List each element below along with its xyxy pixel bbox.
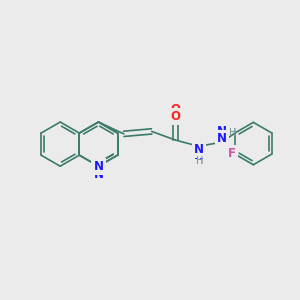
Text: H: H (196, 156, 203, 166)
Text: N: N (217, 125, 227, 138)
Text: N: N (93, 168, 103, 181)
Text: F: F (227, 147, 236, 160)
Text: N: N (194, 143, 204, 156)
Text: N: N (217, 132, 227, 145)
Text: O: O (170, 103, 180, 116)
Text: H: H (196, 156, 203, 166)
Text: H: H (229, 128, 236, 138)
Text: H: H (229, 128, 236, 138)
Text: N: N (93, 160, 103, 173)
Text: F: F (224, 147, 231, 160)
Text: O: O (170, 110, 180, 123)
Text: N: N (194, 149, 204, 162)
